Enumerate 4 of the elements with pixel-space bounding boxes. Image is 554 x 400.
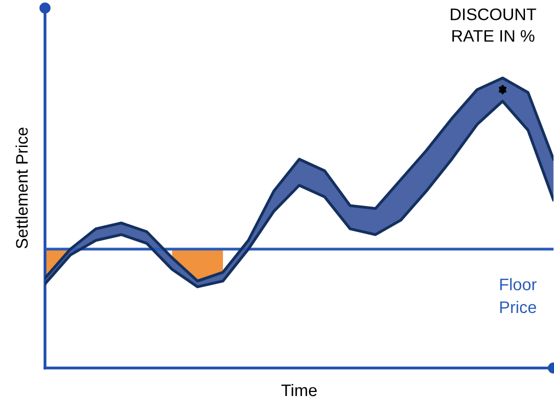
text: DISCOUNT RATE IN % bbox=[450, 8, 536, 42]
ref-line-label: Floor Price bbox=[500, 278, 537, 314]
x-axis-title: Time bbox=[281, 384, 317, 396]
y-axis-title: Settlement Price bbox=[16, 128, 28, 248]
